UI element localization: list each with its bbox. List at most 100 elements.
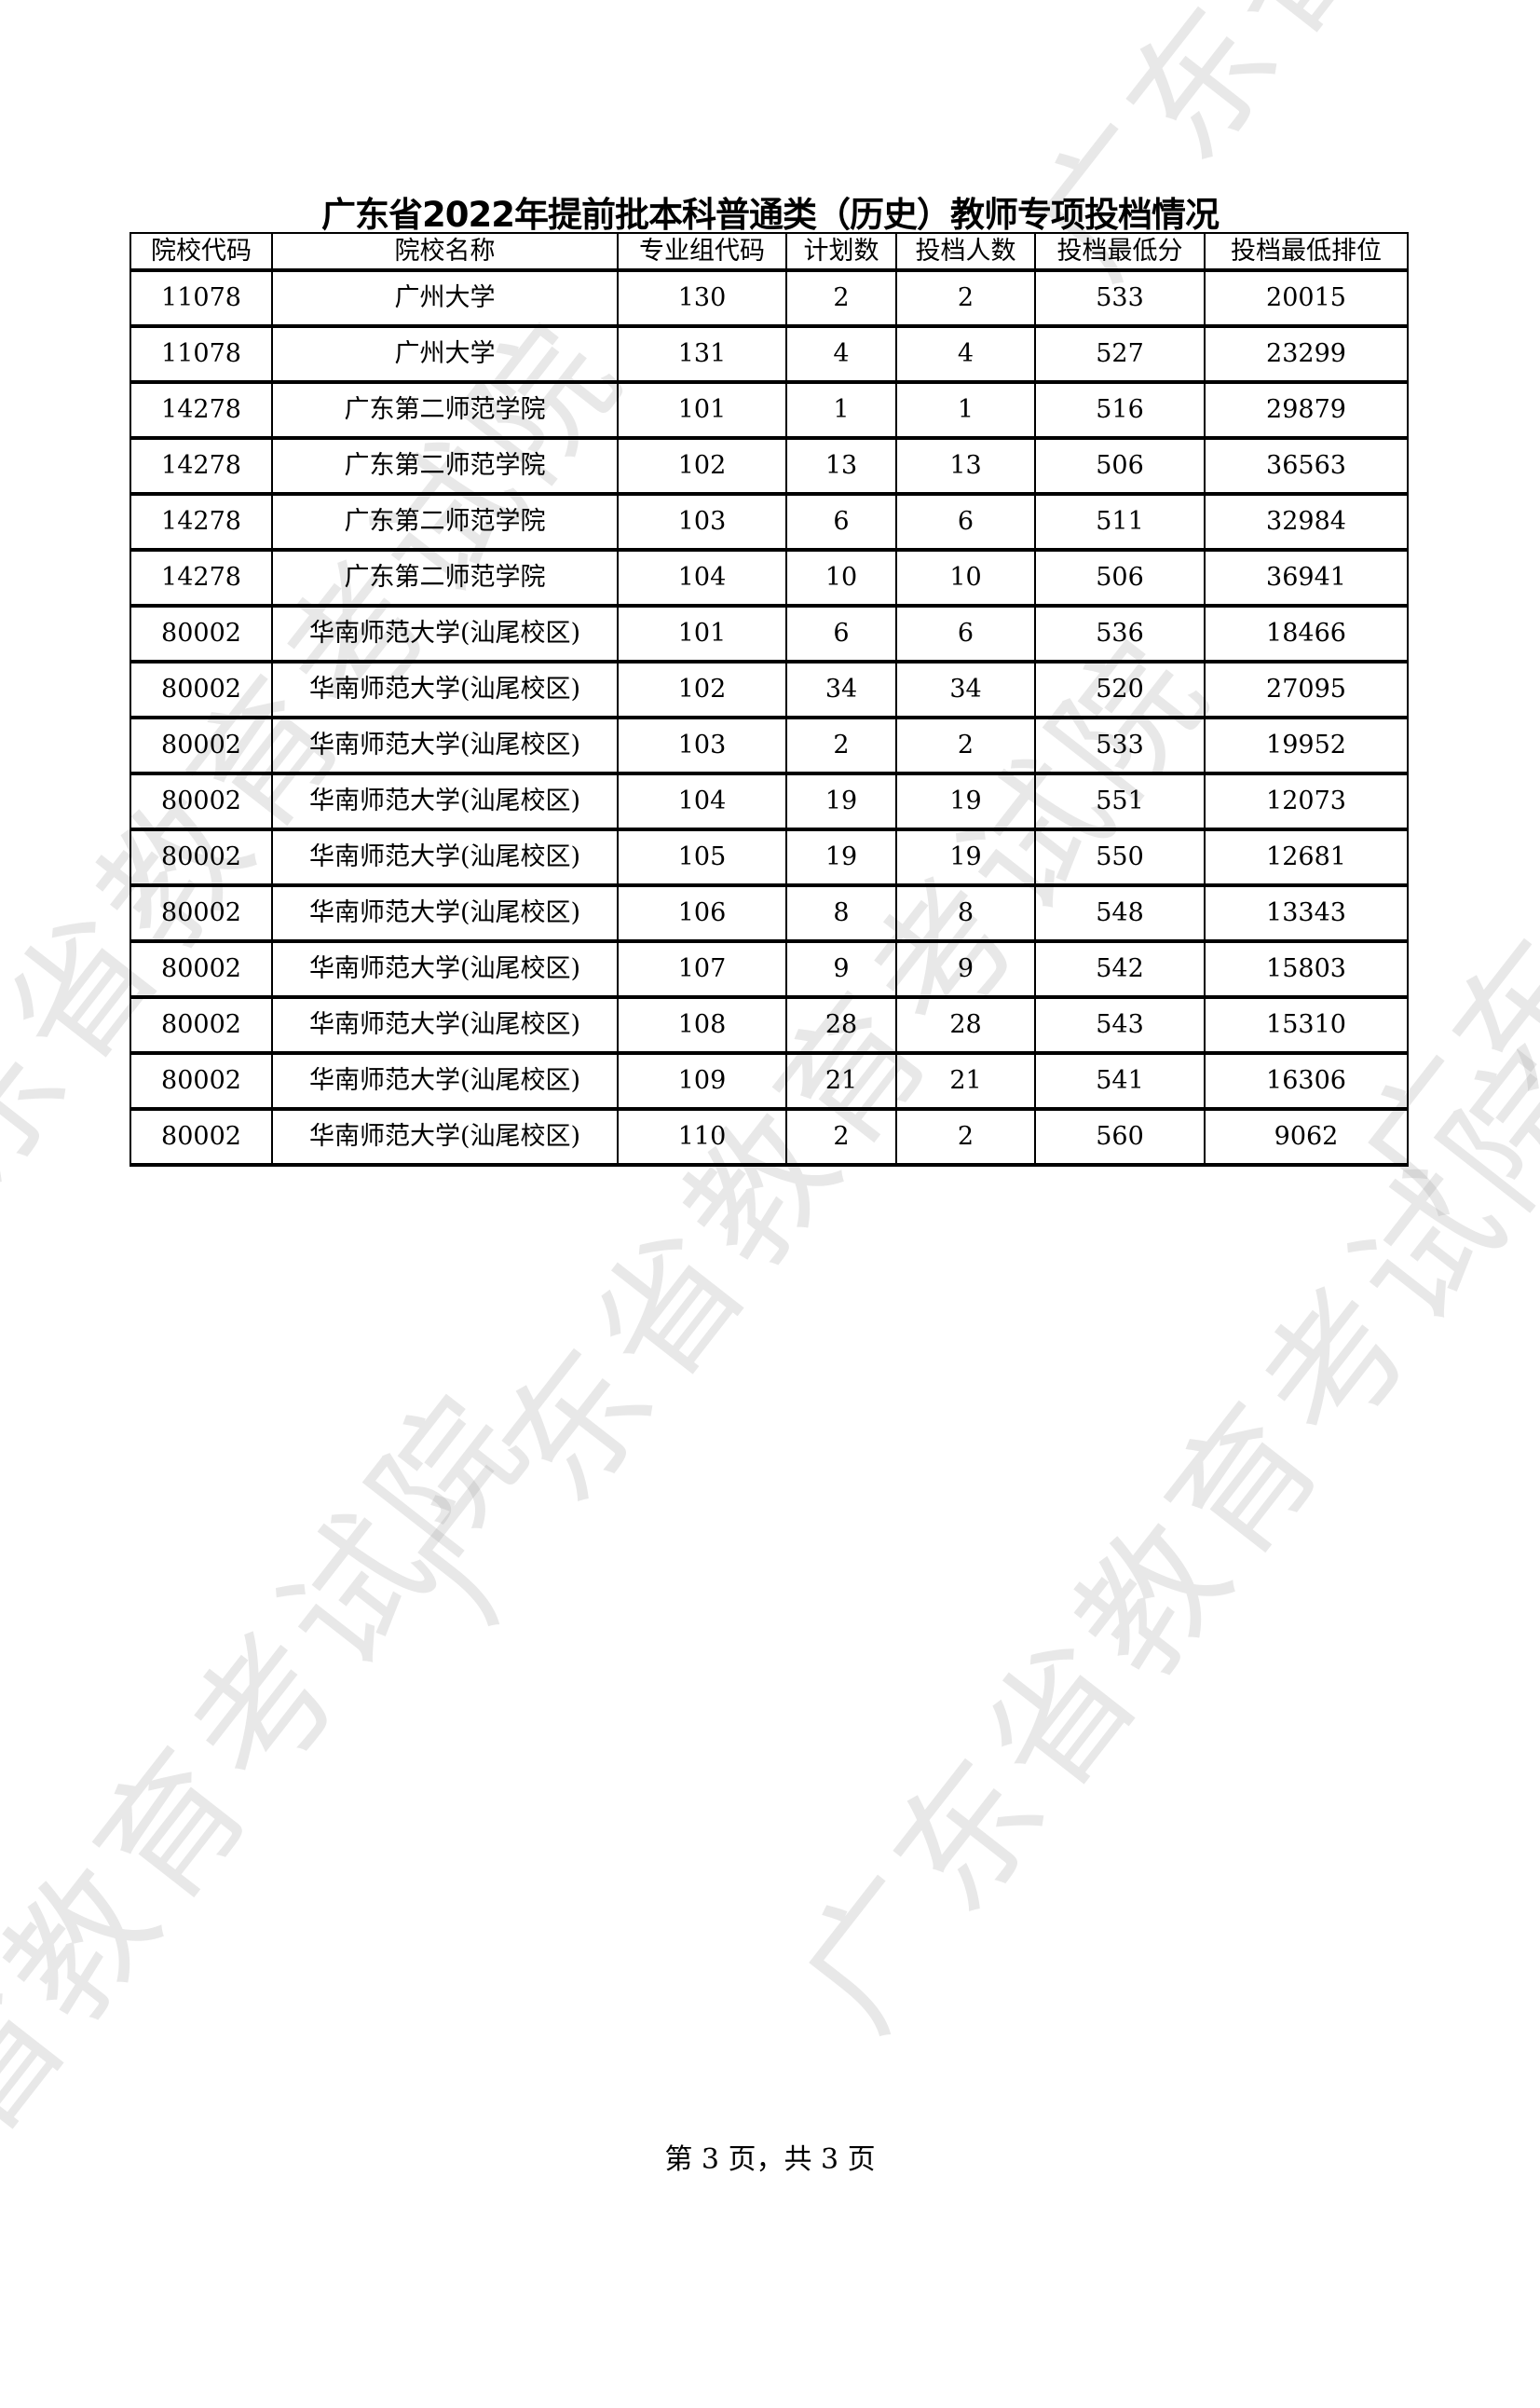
table-cell: 506 — [1034, 549, 1206, 608]
column-header: 院校名称 — [271, 232, 619, 272]
table-cell: 8 — [785, 884, 897, 943]
table-cell: 102 — [617, 661, 787, 719]
table-cell: 6 — [895, 493, 1036, 552]
page-title: 广东省2022年提前批本科普通类（历史）教师专项投档情况 — [321, 195, 1220, 235]
table-cell: 27095 — [1204, 661, 1409, 719]
table-row: 14278 广东第二师范学院 102 13 13 506 36563 — [129, 437, 1409, 496]
table-cell: 18466 — [1204, 605, 1409, 664]
table-row: 80002 华南师范大学(汕尾校区) 106 8 8 548 13343 — [129, 884, 1409, 943]
table-cell: 4 — [895, 325, 1036, 384]
column-header: 专业组代码 — [617, 232, 787, 272]
table-cell: 550 — [1034, 828, 1206, 887]
table-cell: 560 — [1034, 1108, 1206, 1167]
table-cell: 13 — [895, 437, 1036, 496]
table-cell: 6 — [895, 605, 1036, 664]
table-header-row: 院校代码 院校名称 专业组代码 计划数 投档人数 投档最低分 投档最低排位 — [129, 232, 1409, 272]
table-cell: 19 — [895, 828, 1036, 887]
table-cell: 1 — [895, 381, 1036, 440]
table-cell: 108 — [617, 996, 787, 1055]
table-row: 80002 华南师范大学(汕尾校区) 107 9 9 542 15803 — [129, 940, 1409, 999]
admission-table: 院校代码 院校名称 专业组代码 计划数 投档人数 投档最低分 投档最低排位 11078 广州大… — [129, 232, 1409, 1167]
table-cell: 2 — [895, 269, 1036, 328]
table-cell: 80002 — [129, 1108, 273, 1167]
table-cell: 506 — [1034, 437, 1206, 496]
table-cell: 533 — [1034, 269, 1206, 328]
table-cell: 12073 — [1204, 773, 1409, 831]
table-cell: 130 — [617, 269, 787, 328]
table-cell: 19 — [785, 828, 897, 887]
table-cell: 10 — [785, 549, 897, 608]
table-cell: 9 — [895, 940, 1036, 999]
table-cell: 536 — [1034, 605, 1206, 664]
table-cell: 2 — [785, 269, 897, 328]
table-cell: 548 — [1034, 884, 1206, 943]
table-cell: 广州大学 — [271, 325, 619, 384]
table-cell: 106 — [617, 884, 787, 943]
table-row: 80002 华南师范大学(汕尾校区) 104 19 19 551 12073 — [129, 773, 1409, 831]
table-cell: 12681 — [1204, 828, 1409, 887]
table-cell: 广东第二师范学院 — [271, 493, 619, 552]
table-cell: 520 — [1034, 661, 1206, 719]
table-cell: 14278 — [129, 437, 273, 496]
table-cell: 102 — [617, 437, 787, 496]
table-cell: 32984 — [1204, 493, 1409, 552]
table-cell: 107 — [617, 940, 787, 999]
table-cell: 80002 — [129, 661, 273, 719]
table-cell: 29879 — [1204, 381, 1409, 440]
table-cell: 105 — [617, 828, 787, 887]
table-cell: 527 — [1034, 325, 1206, 384]
table-row: 14278 广东第二师范学院 104 10 10 506 36941 — [129, 549, 1409, 608]
table-cell: 109 — [617, 1052, 787, 1111]
table-cell: 34 — [895, 661, 1036, 719]
table-row: 11078 广州大学 131 4 4 527 23299 — [129, 325, 1409, 384]
table-cell: 广东第二师范学院 — [271, 381, 619, 440]
table-cell: 104 — [617, 549, 787, 608]
table-cell: 533 — [1034, 717, 1206, 775]
table-cell: 80002 — [129, 1052, 273, 1111]
table-cell: 36563 — [1204, 437, 1409, 496]
table-cell: 10 — [895, 549, 1036, 608]
table-row: 11078 广州大学 130 2 2 533 20015 — [129, 269, 1409, 328]
table-cell: 131 — [617, 325, 787, 384]
table-cell: 80002 — [129, 940, 273, 999]
table-row: 80002 华南师范大学(汕尾校区) 105 19 19 550 12681 — [129, 828, 1409, 887]
table-cell: 19952 — [1204, 717, 1409, 775]
table-cell: 13 — [785, 437, 897, 496]
table-row: 80002 华南师范大学(汕尾校区) 108 28 28 543 15310 — [129, 996, 1409, 1055]
table-cell: 541 — [1034, 1052, 1206, 1111]
table-cell: 28 — [785, 996, 897, 1055]
table-cell: 6 — [785, 493, 897, 552]
table-cell: 103 — [617, 717, 787, 775]
table-cell: 80002 — [129, 773, 273, 831]
table-cell: 16306 — [1204, 1052, 1409, 1111]
table-cell: 543 — [1034, 996, 1206, 1055]
table-cell: 80002 — [129, 884, 273, 943]
table-cell: 19 — [895, 773, 1036, 831]
table-cell: 华南师范大学(汕尾校区) — [271, 773, 619, 831]
table-row: 14278 广东第二师范学院 101 1 1 516 29879 — [129, 381, 1409, 440]
table-cell: 华南师范大学(汕尾校区) — [271, 717, 619, 775]
column-header: 投档最低排位 — [1204, 232, 1409, 272]
table-cell: 11078 — [129, 269, 273, 328]
table-cell: 华南师范大学(汕尾校区) — [271, 996, 619, 1055]
table-row: 80002 华南师范大学(汕尾校区) 103 2 2 533 19952 — [129, 717, 1409, 775]
table-cell: 9 — [785, 940, 897, 999]
table-cell: 103 — [617, 493, 787, 552]
table-cell: 14278 — [129, 549, 273, 608]
table-cell: 80002 — [129, 717, 273, 775]
column-header: 计划数 — [785, 232, 897, 272]
table-cell: 28 — [895, 996, 1036, 1055]
table-row: 80002 华南师范大学(汕尾校区) 102 34 34 520 27095 — [129, 661, 1409, 719]
table-cell: 华南师范大学(汕尾校区) — [271, 661, 619, 719]
table-cell: 华南师范大学(汕尾校区) — [271, 884, 619, 943]
table-cell: 13343 — [1204, 884, 1409, 943]
table-cell: 14278 — [129, 493, 273, 552]
table-cell: 80002 — [129, 828, 273, 887]
table-cell: 华南师范大学(汕尾校区) — [271, 1108, 619, 1167]
table-cell: 23299 — [1204, 325, 1409, 384]
watermark: 广东省教育考试院 — [0, 1362, 562, 2403]
table-cell: 21 — [895, 1052, 1036, 1111]
column-header: 投档人数 — [895, 232, 1036, 272]
table-cell: 80002 — [129, 605, 273, 664]
table-cell: 广州大学 — [271, 269, 619, 328]
